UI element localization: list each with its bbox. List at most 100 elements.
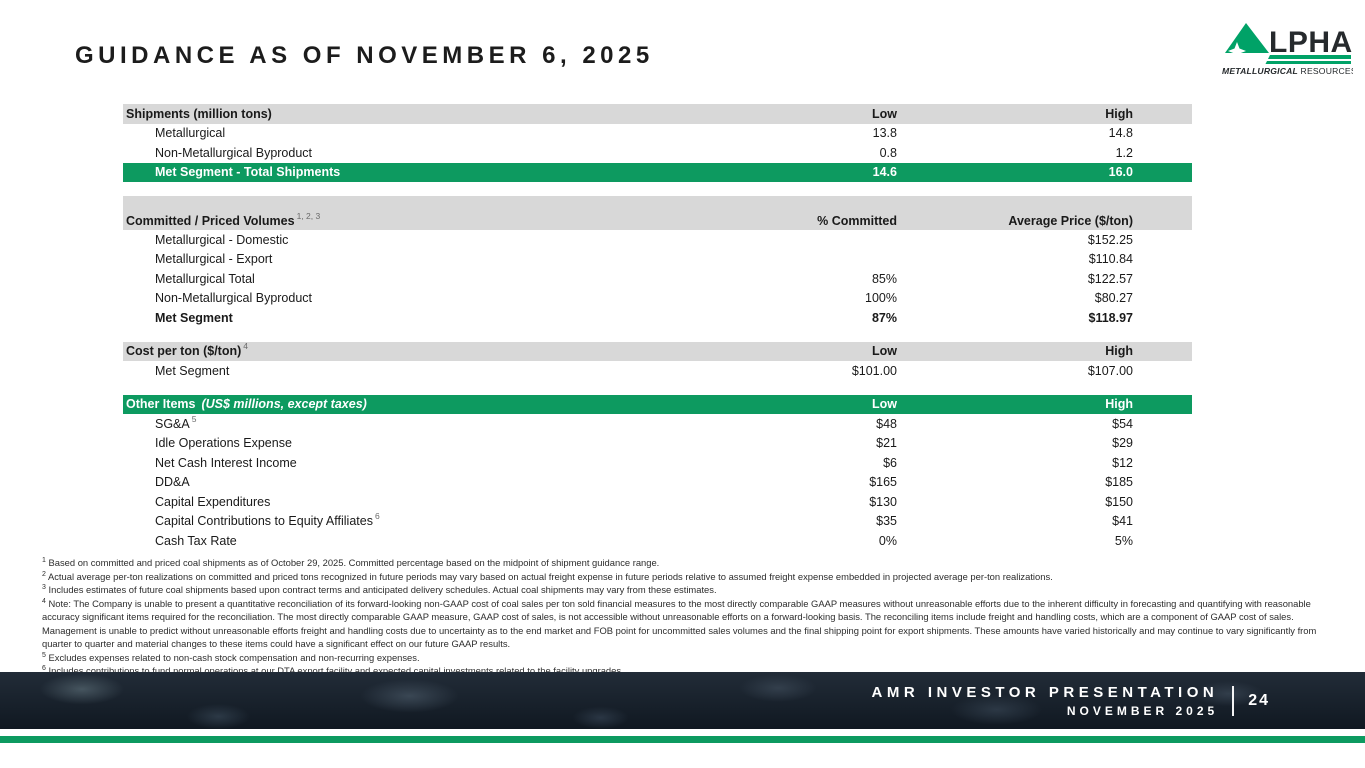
alpha-logo-graphic: LPHA METALLURGICAL RESOURCES [1222, 23, 1357, 76]
table-header-label: Committed / Priced Volumes 1, 2, 3 [123, 212, 717, 228]
guidance-table-1: Committed / Priced Volumes 1, 2, 3 % Commi… [123, 196, 1192, 328]
table-row: Capital Contributions to Equity Affiliat… [123, 512, 1192, 532]
row-value-col2: $6 [883, 455, 897, 470]
row-value-col2: 0% [878, 533, 897, 548]
logo-wordmark: LPHA [1269, 26, 1353, 59]
table-row: Metallurgical Total 85% $122.57 [123, 269, 1192, 289]
row-label-text: Metallurgical - Export [155, 252, 273, 267]
row-value-col2: $101.00 [851, 363, 897, 378]
row-value-col2: 85% [871, 271, 897, 286]
table-row: Met Segment - Total Shipments 14.6 16.0 [123, 162, 1192, 182]
table-header-label: Cost per ton ($/ton) 4 [123, 341, 717, 359]
row-value-col2: 14.6 [872, 165, 897, 180]
footnote: 5 Excludes expenses related to non-cash … [42, 651, 420, 663]
row-value-col3: $12 [1112, 455, 1133, 470]
row-value-col2: 87% [871, 310, 897, 325]
table-header-label: Other Items (US$ millions, except taxes) [123, 397, 717, 411]
row-label: Met Segment [123, 311, 717, 325]
bottom-green-bar [0, 736, 1365, 743]
table-header-label-text: Other Items [126, 397, 196, 412]
table-row: Metallurgical - Export $110.84 [123, 250, 1192, 270]
row-value-col2: 13.8 [872, 126, 897, 141]
row-label-text: Metallurgical [155, 126, 226, 141]
row-footnote-ref: 6 [374, 511, 380, 522]
table-header-note: (US$ millions, except taxes) [201, 397, 367, 412]
row-value-col3: 1.2 [1115, 145, 1133, 160]
table-header-col2: Low [872, 344, 897, 359]
table-row: SG&A 5 $48 $54 [123, 414, 1192, 434]
row-value-col2: 100% [865, 291, 897, 306]
table-row: Met Segment 87% $118.97 [123, 308, 1192, 328]
table-header-col2: Low [872, 106, 897, 121]
row-value-col3: $41 [1112, 514, 1133, 529]
row-value-col3: 5% [1114, 533, 1133, 548]
row-value-col3: $110.84 [1088, 252, 1133, 267]
footnote-number: 4 [42, 597, 46, 605]
page-number: 24 [1248, 691, 1270, 709]
footnote: 4 Note: The Company is unable to present… [42, 597, 1317, 649]
row-value-col3: $122.57 [1087, 271, 1133, 286]
row-label-text: DD&A [155, 475, 190, 490]
row-label: Met Segment - Total Shipments [123, 165, 717, 179]
table-header-label-text: Cost per ton ($/ton) [126, 344, 242, 359]
table-row: Idle Operations Expense $21 $29 [123, 434, 1192, 454]
footnotes: 1 Based on committed and priced coal shi… [42, 556, 1330, 678]
row-footnote-ref: 5 [191, 413, 197, 424]
row-label: DD&A [123, 475, 717, 489]
table-header-footnote-ref: 4 [243, 341, 248, 352]
table-row: Capital Expenditures $130 $150 [123, 492, 1192, 512]
row-label: Non-Metallurgical Byproduct [123, 146, 717, 160]
table-header-row: Committed / Priced Volumes 1, 2, 3 % Commi… [123, 196, 1192, 230]
row-label: Metallurgical - Domestic [123, 233, 717, 247]
row-value-col3: 14.8 [1108, 126, 1133, 141]
row-value-col3: $152.25 [1087, 232, 1133, 247]
footnote: 1 Based on committed and priced coal shi… [42, 556, 660, 568]
table-header-col2: % Committed [817, 214, 897, 228]
row-value-col3: $80.27 [1094, 291, 1133, 306]
row-value-col3: $29 [1112, 436, 1133, 451]
row-label-text: Non-Metallurgical Byproduct [155, 145, 313, 160]
row-value-col2: $21 [876, 436, 897, 451]
footer-separator [1232, 685, 1235, 716]
row-label-text: Met Segment [155, 310, 233, 325]
logo-stripe-bottom [1265, 61, 1351, 64]
row-label-text: Cash Tax Rate [155, 533, 237, 548]
table-header-col3: High [1105, 344, 1133, 359]
footnote-number: 5 [42, 651, 46, 659]
row-value-col3: $107.00 [1087, 363, 1133, 378]
row-value-col2: $35 [876, 514, 897, 529]
table-header-row: Cost per ton ($/ton) 4 Low High [123, 341, 1192, 361]
footnote: 3 Includes estimates of future coal ship… [42, 583, 717, 595]
row-label-text: Metallurgical - Domestic [155, 232, 289, 247]
row-label: Idle Operations Expense [123, 436, 717, 450]
row-label: Metallurgical Total [123, 272, 717, 286]
row-label: Capital Contributions to Equity Affiliat… [123, 511, 717, 529]
row-label-text: Capital Contributions to Equity Affiliat… [155, 514, 373, 529]
row-value-col2: $130 [869, 494, 897, 509]
footer-band: AMR INVESTOR PRESENTATION NOVEMBER 2025 … [0, 672, 1365, 729]
row-label: Capital Expenditures [123, 495, 717, 509]
footnote: 6 Includes contributions to fund normal … [42, 664, 624, 676]
row-label: Net Cash Interest Income [123, 456, 717, 470]
row-label-text: Met Segment [155, 363, 230, 378]
logo-stripe-top [1268, 55, 1351, 59]
table-row: Metallurgical 13.8 14.8 [123, 124, 1192, 144]
table-row: Net Cash Interest Income $6 $12 [123, 453, 1192, 473]
table-header-col3: Average Price ($/ton) [1008, 214, 1133, 228]
footnote: 2 Actual average per-ton realizations on… [42, 570, 1053, 582]
row-value-col3: 16.0 [1108, 165, 1133, 180]
table-header-col3: High [1105, 397, 1133, 412]
table-row: Non-Metallurgical Byproduct 100% $80.27 [123, 289, 1192, 309]
row-value-col2: $165 [869, 475, 897, 490]
guidance-table-3: Other Items (US$ millions, except taxes) L… [123, 394, 1192, 551]
row-label: Metallurgical [123, 126, 717, 140]
footer-text: AMR INVESTOR PRESENTATION NOVEMBER 2025 [872, 684, 1219, 718]
guidance-table-2: Cost per ton ($/ton) 4 Low High Met Segment $… [123, 341, 1192, 381]
row-label-text: Capital Expenditures [155, 494, 271, 509]
row-value-col2: 0.8 [879, 145, 897, 160]
table-header-row: Shipments (million tons) Low High [123, 104, 1192, 124]
row-label-text: Net Cash Interest Income [155, 455, 297, 470]
row-label-text: Met Segment - Total Shipments [155, 165, 341, 180]
table-row: Non-Metallurgical Byproduct 0.8 1.2 [123, 143, 1192, 163]
footer-date: NOVEMBER 2025 [1066, 703, 1219, 718]
